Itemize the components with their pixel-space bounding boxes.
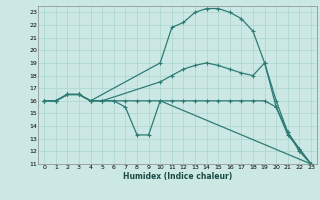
X-axis label: Humidex (Indice chaleur): Humidex (Indice chaleur) bbox=[123, 172, 232, 181]
